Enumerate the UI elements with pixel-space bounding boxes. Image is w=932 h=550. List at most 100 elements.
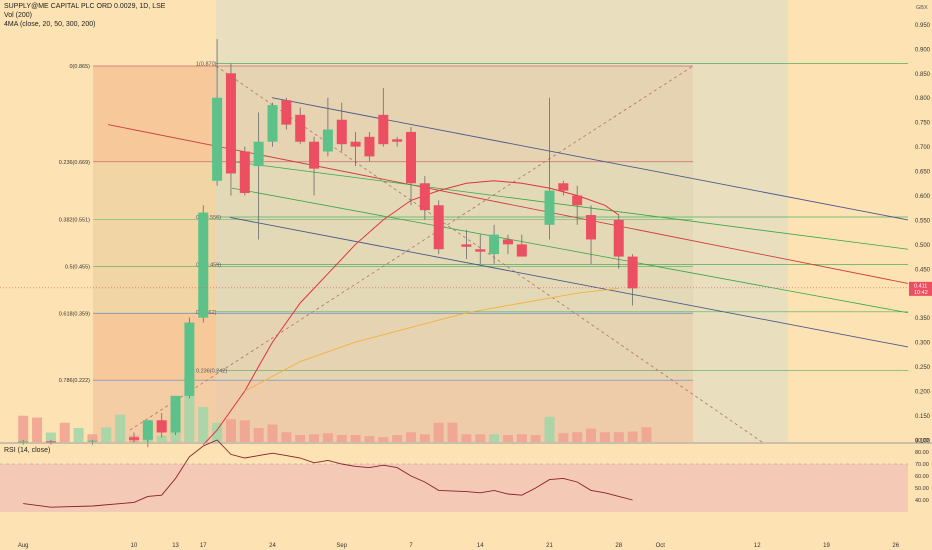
- volume-bar: [295, 435, 306, 442]
- price-tick-label: 0.250: [915, 365, 931, 371]
- symbol-title: SUPPLY@ME CAPITAL PLC ORD 0.0029, 1D, LS…: [4, 3, 166, 10]
- volume-bar: [267, 424, 278, 442]
- price-tick-label: 0.200: [915, 389, 931, 395]
- rsi-tick-label: 50.00: [915, 486, 929, 492]
- fib-level-label-right: 0.5(0.556): [196, 215, 221, 221]
- candle-body: [239, 151, 250, 194]
- candle-body: [433, 205, 444, 250]
- volume-bar: [586, 428, 597, 442]
- time-axis-label: 14: [477, 543, 484, 549]
- volume-bar: [572, 432, 583, 442]
- time-axis-label: 21: [546, 543, 553, 549]
- rsi-legend: RSI (14, close): [4, 447, 51, 454]
- price-tick-label: 0.950: [915, 23, 931, 29]
- time-axis-label: 10: [131, 543, 138, 549]
- channel-top-line: [271, 97, 909, 221]
- volume-bar: [115, 414, 126, 442]
- rsi-tick-label: 70.00: [915, 462, 929, 468]
- candle-body: [489, 234, 500, 255]
- rsi-line: [23, 439, 633, 508]
- time-axis-label: 12: [754, 543, 761, 549]
- volume-bar: [544, 416, 555, 442]
- candle-body: [45, 441, 56, 443]
- fib-level-label: 0.618(0.359): [59, 311, 90, 317]
- candle-body: [544, 190, 555, 225]
- candle-body: [406, 131, 416, 184]
- channel-bottom-line: [229, 217, 909, 348]
- current-price-tag: [909, 281, 932, 296]
- price-tick-label: 0.300: [915, 341, 931, 347]
- candle-body: [129, 437, 139, 440]
- volume-bar: [433, 422, 444, 442]
- volume-bar: [45, 432, 56, 442]
- volume-bar: [59, 422, 70, 442]
- countdown-label: 10:42: [914, 290, 928, 296]
- volume-bar: [599, 432, 610, 442]
- volume-bar: [101, 427, 112, 442]
- volume-bar: [461, 434, 472, 442]
- candle-body: [156, 420, 167, 433]
- volume-bar: [530, 435, 541, 442]
- price-tick-label: 0.600: [915, 194, 931, 200]
- rsi-tick-label: 60.00: [915, 474, 929, 480]
- rsi-tick-label: 40.00: [915, 498, 929, 504]
- time-axis-label: 19: [823, 543, 830, 549]
- rsi-tick-label: 80.00: [915, 450, 929, 456]
- time-axis-label: 26: [892, 543, 899, 549]
- candle-body: [322, 129, 333, 152]
- current-price-label: 0.411: [914, 283, 927, 289]
- candle-body: [475, 249, 486, 252]
- volume-bar: [156, 435, 167, 442]
- volume-bar: [406, 432, 416, 442]
- volume-bar: [253, 428, 264, 442]
- volume-bar: [87, 434, 98, 442]
- volume-bar: [350, 435, 361, 442]
- fib-level-label-right: 1(0.870): [196, 62, 217, 68]
- fib-level-label: 0.382(0.551): [59, 217, 90, 223]
- candle-body: [184, 322, 195, 396]
- volume-bar: [225, 419, 236, 442]
- candle-body: [586, 215, 597, 240]
- volume-bar: [613, 432, 624, 442]
- candle-body: [336, 119, 347, 145]
- candle-body: [627, 256, 638, 289]
- volume-bar: [309, 434, 320, 442]
- candle-body: [392, 139, 403, 142]
- fib-level-label: 0.236(0.669): [59, 160, 90, 166]
- candle-body: [18, 441, 29, 443]
- candle-body: [572, 195, 583, 206]
- price-tick-label: 0.350: [915, 316, 931, 322]
- volume-bar: [392, 435, 403, 442]
- volume-bar: [447, 422, 458, 442]
- time-axis-label: Aug: [18, 543, 29, 549]
- candle-body: [281, 100, 292, 125]
- time-axis-label: 13: [172, 543, 179, 549]
- volume-bar: [516, 434, 527, 442]
- fib-level-label: 0.5(0.455): [65, 264, 90, 270]
- time-axis-label: 28: [615, 543, 622, 549]
- volume-bar: [336, 435, 347, 442]
- price-tick-label: 0.800: [915, 96, 931, 102]
- candle-body: [267, 105, 278, 142]
- price-unit-label: GBX: [916, 5, 928, 11]
- volume-bar: [502, 435, 513, 442]
- rsi-tick-label: 90.00: [915, 438, 929, 444]
- time-axis-label: 24: [269, 543, 276, 549]
- candle-body: [87, 440, 98, 442]
- candle-body: [613, 219, 624, 257]
- candle-body: [295, 114, 306, 142]
- volume-bar: [558, 433, 569, 442]
- candle-body: [419, 183, 430, 211]
- fib-level-label-right: 0.236(0.242): [196, 368, 227, 374]
- time-axis-label: Sep: [336, 543, 347, 549]
- ma-50-line: [244, 287, 619, 392]
- volume-bar: [378, 437, 389, 442]
- price-tick-label: 0.450: [915, 267, 931, 273]
- price-tick-label: 0.750: [915, 121, 931, 127]
- volume-bar: [73, 428, 84, 442]
- candle-body: [461, 244, 472, 247]
- ma-legend: 4MA (close, 20, 50, 300, 200): [4, 21, 96, 28]
- time-axis-label: Oct: [656, 543, 666, 549]
- volume-legend: Vol (200): [4, 12, 33, 19]
